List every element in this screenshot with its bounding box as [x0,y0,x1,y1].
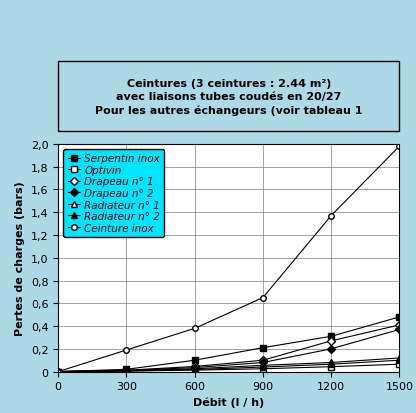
Radiateur n° 2 [260,365,265,370]
Serpentin inox [56,369,61,374]
Serpentin inox [397,315,402,320]
Drapeau n° 2 [56,369,61,374]
Radiateur n° 2 [56,369,61,374]
Radiateur n° 1 [192,366,197,371]
Line: Drapeau n° 2: Drapeau n° 2 [55,327,402,375]
Radiateur n° 2 [124,369,129,374]
Serpentin inox [260,345,265,350]
Line: Optivin: Optivin [55,361,402,375]
Optivin [397,362,402,367]
Radiateur n° 1 [56,369,61,374]
Y-axis label: Pertes de charges (bars): Pertes de charges (bars) [15,181,25,335]
Text: Ceintures (3 ceintures : 2.44 m²)
avec liaisons tubes coudés en 20/27
Pour les a: Ceintures (3 ceintures : 2.44 m²) avec l… [95,78,363,116]
Line: Radiateur n° 2: Radiateur n° 2 [55,358,402,375]
Legend: Serpentin inox, Optivin, Drapeau n° 1, Drapeau n° 2, Radiateur n° 1, Radiateur n: Serpentin inox, Optivin, Drapeau n° 1, D… [64,150,164,237]
Radiateur n° 1 [397,356,402,361]
Drapeau n° 1 [260,358,265,363]
Drapeau n° 2 [192,365,197,370]
Drapeau n° 2 [329,347,334,351]
Drapeau n° 1 [329,339,334,344]
Drapeau n° 2 [260,360,265,365]
Ceinture inox [260,295,265,300]
Radiateur n° 2 [192,367,197,372]
Optivin [260,366,265,371]
Drapeau n° 1 [56,369,61,374]
Ceinture inox [192,326,197,331]
Drapeau n° 1 [124,368,129,373]
Serpentin inox [124,367,129,372]
Line: Serpentin inox: Serpentin inox [55,314,402,375]
Radiateur n° 1 [124,368,129,373]
Drapeau n° 1 [192,364,197,369]
Ceinture inox [329,214,334,218]
Serpentin inox [329,334,334,339]
Ceinture inox [124,348,129,353]
Drapeau n° 2 [397,327,402,332]
Radiateur n° 1 [329,360,334,365]
X-axis label: Débit (l / h): Débit (l / h) [193,397,265,407]
Drapeau n° 2 [124,368,129,373]
Optivin [56,369,61,374]
Optivin [124,369,129,374]
Line: Radiateur n° 1: Radiateur n° 1 [55,355,402,375]
Line: Ceinture inox: Ceinture inox [55,144,402,375]
Radiateur n° 2 [397,358,402,363]
Drapeau n° 1 [397,323,402,328]
Line: Drapeau n° 1: Drapeau n° 1 [55,323,402,375]
Serpentin inox [192,358,197,363]
Optivin [192,368,197,373]
Radiateur n° 2 [329,362,334,367]
Radiateur n° 1 [260,363,265,368]
Optivin [329,364,334,369]
Ceinture inox [56,369,61,374]
Ceinture inox [397,145,402,150]
